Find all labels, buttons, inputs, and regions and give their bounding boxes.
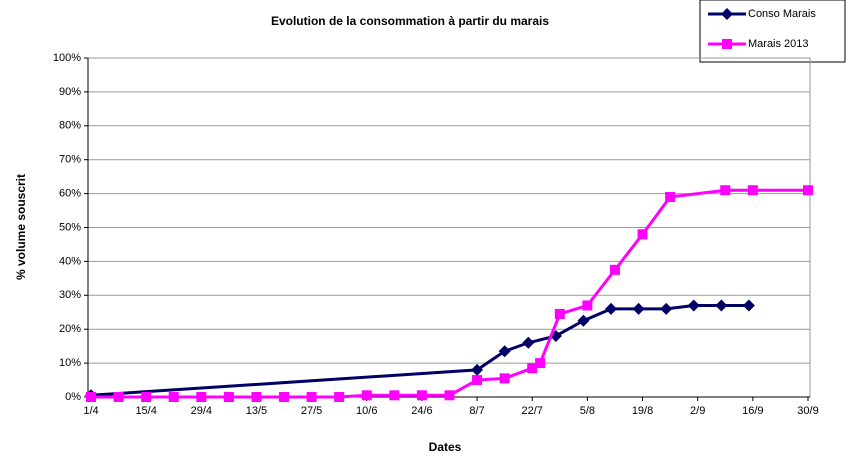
marker [498, 345, 511, 358]
marker [803, 185, 813, 196]
legend-label: Conso Marais [748, 8, 816, 20]
x-tick-label: 1/4 [83, 405, 98, 417]
marker [721, 8, 733, 20]
marker [720, 185, 731, 196]
marker [113, 392, 124, 402]
marker [361, 390, 372, 401]
x-tick-label: 29/4 [191, 405, 212, 417]
marker [632, 302, 645, 315]
marker [660, 302, 673, 315]
marker [665, 191, 676, 202]
marker [334, 392, 345, 402]
marker [687, 299, 700, 312]
marker [251, 392, 262, 402]
x-tick-label: 19/8 [632, 405, 653, 417]
marker [389, 390, 400, 401]
x-tick-label: 27/5 [301, 405, 322, 417]
marker [554, 308, 565, 319]
y-tick-label: 70% [59, 154, 81, 166]
series-line [90, 303, 749, 397]
x-tick-label: 16/9 [742, 405, 763, 417]
legend-label: Marais 2013 [748, 38, 809, 50]
marker [715, 299, 728, 312]
marker [279, 392, 290, 402]
y-axis-title: % volume souscrit [14, 174, 28, 280]
x-tick-label: 15/4 [135, 405, 156, 417]
y-tick-label: 80% [59, 120, 81, 132]
marker [471, 363, 484, 376]
marker [535, 358, 546, 369]
y-tick-label: 10% [59, 357, 81, 369]
x-axis-title: Dates [429, 440, 462, 454]
marker [582, 300, 593, 311]
marker [522, 336, 535, 349]
x-tick-label: 13/5 [246, 405, 267, 417]
chart-title: Evolution de la consommation à partir du… [271, 14, 549, 28]
marker [499, 373, 510, 384]
y-tick-label: 50% [59, 221, 81, 233]
x-tick-label: 22/7 [522, 405, 543, 417]
y-tick-label: 100% [53, 52, 81, 64]
x-tick-label: 2/9 [690, 405, 705, 417]
marker [168, 392, 179, 402]
marker [637, 229, 648, 240]
x-tick-label: 30/9 [797, 405, 818, 417]
x-tick-label: 5/8 [580, 405, 595, 417]
y-tick-label: 40% [59, 255, 81, 267]
marker [472, 375, 483, 386]
y-tick-label: 20% [59, 323, 81, 335]
y-tick-label: 30% [59, 289, 81, 301]
y-tick-label: 90% [59, 86, 81, 98]
marker [747, 185, 758, 196]
y-tick-label: 0% [65, 391, 81, 403]
x-tick-label: 24/6 [411, 405, 432, 417]
marker [196, 392, 207, 402]
marker [577, 314, 590, 327]
marker [722, 39, 732, 49]
marker [306, 392, 317, 402]
x-tick-label: 8/7 [469, 405, 484, 417]
marker [527, 363, 538, 374]
marker [605, 302, 618, 315]
marker [86, 392, 96, 402]
x-tick-label: 10/6 [356, 405, 377, 417]
marker [444, 390, 455, 401]
y-tick-label: 60% [59, 188, 81, 200]
marker [609, 264, 620, 275]
marker [416, 390, 427, 401]
marker [742, 299, 755, 312]
series-line [91, 188, 808, 399]
marker [141, 392, 152, 402]
marker [223, 392, 234, 402]
legend-box [699, 0, 846, 63]
